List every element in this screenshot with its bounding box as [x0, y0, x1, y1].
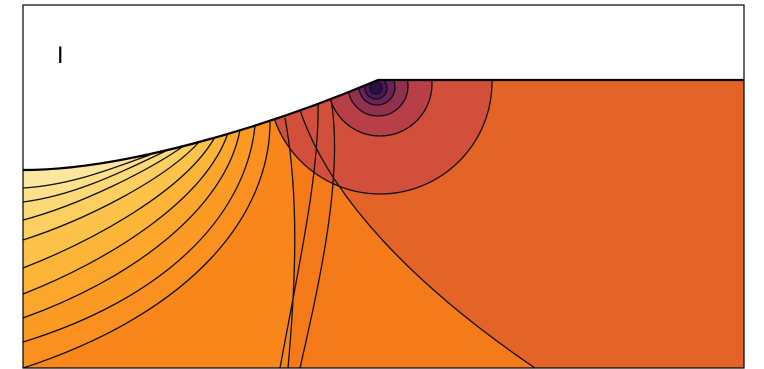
field-region: [23, 80, 744, 368]
frame: [22, 4, 745, 369]
surface-boundary: [22, 78, 744, 172]
panel-label: I: [57, 44, 64, 69]
contour-lines: [23, 80, 536, 368]
core-ring-5: [370, 82, 382, 94]
